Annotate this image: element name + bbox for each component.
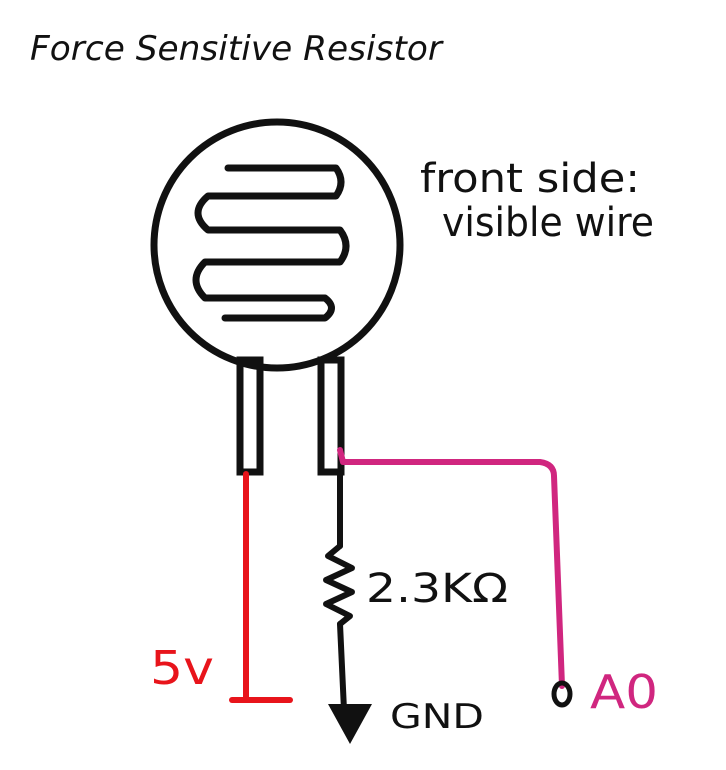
note-line-1: front side:	[420, 156, 640, 202]
diagram-title: Force Sensitive Resistor	[30, 29, 444, 69]
signal-wire	[337, 447, 573, 708]
fsr-leg-left	[236, 356, 264, 476]
fsr-leg-right	[317, 356, 345, 476]
analog-pin-terminal	[551, 680, 573, 708]
supply-label: 5v	[150, 641, 214, 695]
ground-path	[323, 471, 372, 744]
resistor-symbol	[323, 543, 355, 627]
fsr-sensor-pad	[150, 118, 404, 372]
analog-pin-label: A0	[590, 665, 658, 719]
resistor-value-label: 2.3KΩ	[366, 566, 508, 612]
note-line-2: visible wire	[442, 200, 654, 246]
supply-wire	[229, 471, 293, 703]
ground-label: GND	[390, 697, 484, 737]
fsr-sensor	[150, 118, 404, 372]
ground-arrow	[328, 704, 372, 744]
fsr-serpentine-trace	[192, 164, 350, 322]
